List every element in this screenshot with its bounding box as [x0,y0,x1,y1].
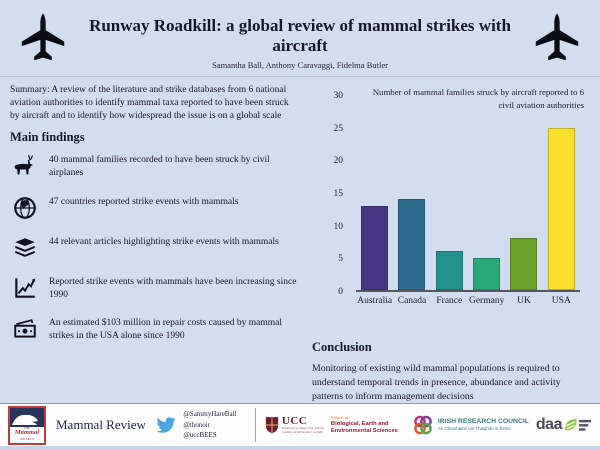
poster-header: Runway Roadkill: a global review of mamm… [0,0,600,77]
x-tick-label: France [436,296,463,306]
books-icon [12,235,38,261]
finding-item: 47 countries reported strike events with… [10,195,298,221]
bar-column [543,96,580,290]
finding-item: 40 mammal families recorded to have been… [10,153,298,180]
bar-canada [398,199,426,290]
trend-icon [12,275,38,301]
daa-logo: daa [536,416,592,434]
twitter-handle: @uccBEES [183,431,217,440]
footer-divider [254,408,256,442]
y-tick-label: 30 [333,91,344,101]
finding-item: 44 relevant articles highlighting strike… [10,235,298,261]
finding-text: Reported strike events with mammals have… [49,276,297,300]
x-tick-label: Germany [468,296,505,306]
twitter-group: @SammyHareBall @thonoir @uccBEES [155,409,236,441]
bar-column [505,96,542,290]
y-tick-label: 10 [333,221,344,232]
ucc-subtitle: University College Cork, Ireland [281,426,324,431]
airplane-icon [20,12,66,66]
daa-leaf-icon [564,418,592,431]
twitter-handle: @thonoir [183,420,211,429]
footer: THE Mammal SOCIETY Mammal Review @SammyH… [0,403,600,450]
journal-group: THE Mammal SOCIETY Mammal Review [8,405,146,445]
chart-plot [356,96,580,292]
mammal-society-logo: THE Mammal SOCIETY [8,405,46,445]
deer-icon [12,153,38,179]
twitter-bird-icon [155,415,177,436]
y-tick-label: 25 [333,123,344,134]
y-tick-label: 20 [333,156,344,167]
poster-title: Runway Roadkill: a global review of mamm… [89,16,511,55]
bar-column [356,96,393,290]
summary-text: Summary: A review of the literature and … [10,85,289,122]
mammal-society-badger-icon [10,407,44,427]
bar-usa [547,128,575,290]
bar-germany [473,257,501,290]
globe-icon [12,195,38,221]
bar-france [435,251,463,290]
bar-column [431,96,468,290]
conclusion-text: Monitoring of existing wild mammal popul… [312,363,561,402]
irc-name-irish: An Chomhairle um Thaighde in Éirinn [437,426,511,432]
ucc-subtitle: Coláiste na hOllscoile Corcaigh [281,429,323,434]
bar-australia [361,205,389,290]
school-logo: School of Biological, Earth and Environm… [330,414,398,434]
bar-uk [510,238,538,290]
finding-text: 40 mammal families recorded to have been… [49,155,270,179]
daa-wordmark: daa [535,416,563,433]
y-tick-label: 15 [333,189,344,199]
ucc-logo: UCC University College Cork, Ireland Col… [265,416,324,434]
finding-text: 44 relevant articles highlighting strike… [49,236,279,247]
y-tick-label: 0 [338,287,343,297]
left-column: Summary: A review of the literature and … [10,82,298,404]
money-icon [12,316,38,342]
right-column: Number of mammal families struck by airc… [308,82,592,404]
airplane-icon [534,12,580,66]
x-tick-label: Canada [397,296,427,306]
ucc-shield-icon [265,417,279,434]
x-tick-label: USA [551,296,571,306]
twitter-handle: @SammyHareBall [183,410,237,419]
x-tick-label: Australia [357,296,393,306]
finding-item: Reported strike events with mammals have… [10,275,298,302]
irc-logo: IRISH RESEARCH COUNCIL An Chomhairle um … [412,414,529,436]
irc-name: IRISH RESEARCH COUNCIL [437,418,529,425]
poster-authors: Samantha Ball, Anthony Caravaggi, Fidelm… [212,60,388,71]
bar-chart: Number of mammal families struck by airc… [308,84,592,334]
ucc-acronym: UCC [281,415,308,428]
irc-knot-icon [414,415,432,435]
bar-column [393,96,430,290]
findings-heading: Main findings [10,130,85,145]
y-tick-label: 5 [338,254,343,265]
conclusion-heading: Conclusion [312,340,372,354]
journal-title: Mammal Review [56,417,146,432]
chart-x-labels: Australia Canada France Germany UK USA [356,296,580,311]
finding-text: An estimated $103 million in repair cost… [49,317,282,341]
x-tick-label: UK [517,296,531,306]
finding-item: An estimated $103 million in repair cost… [10,316,298,343]
finding-text: 47 countries reported strike events with… [49,196,239,207]
chart-title: Number of mammal families struck by airc… [372,87,584,110]
bar-column [468,96,505,290]
poster-body: Summary: A review of the literature and … [0,77,600,404]
chart-y-axis: 0 5 10 15 20 25 30 [308,91,352,297]
twitter-handles: @SammyHareBall @thonoir @uccBEES [183,409,236,441]
logos-group: UCC University College Cork, Ireland Col… [246,408,592,442]
